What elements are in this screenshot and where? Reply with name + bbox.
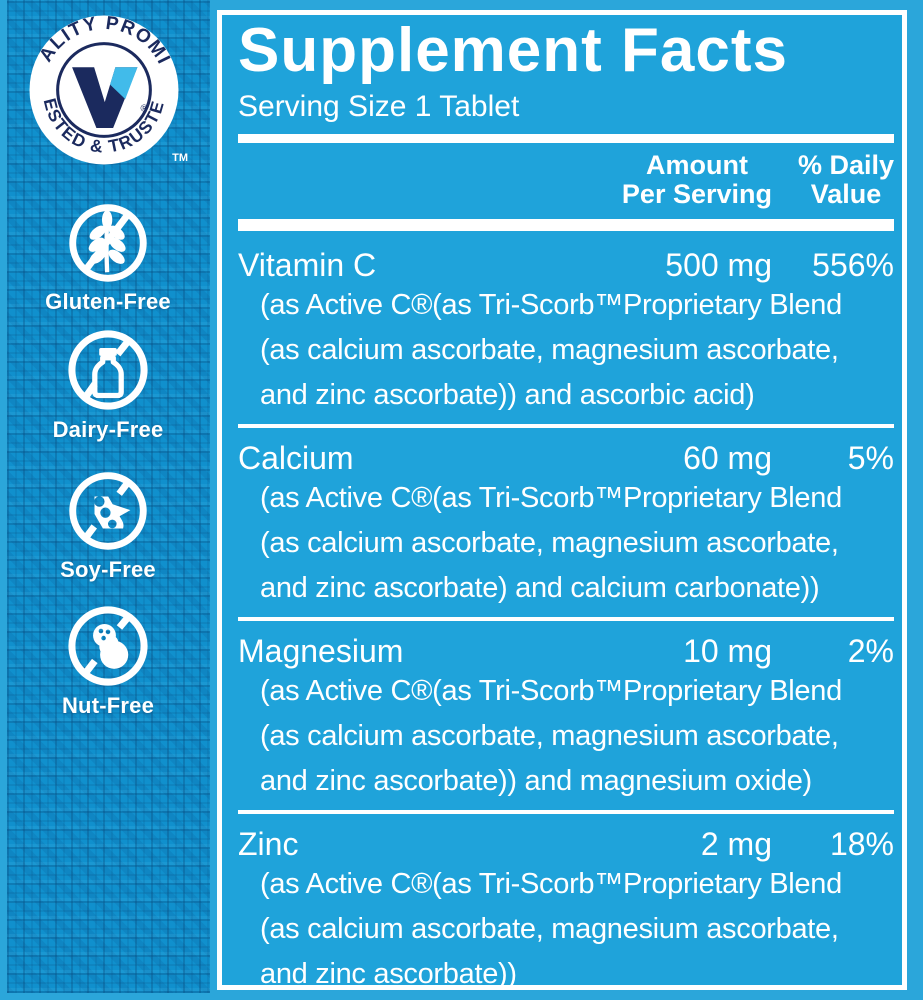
quality-promise-seal-icon: QUALITY PROMISE TESTED & TRUSTED ® (28, 14, 179, 165)
section-divider (238, 617, 894, 621)
nutrient-detail: and zinc ascorbate)) and magnesium oxide… (260, 765, 812, 797)
quality-promise-badge: QUALITY PROMISE TESTED & TRUSTED ® TM (28, 14, 188, 166)
nutrient-daily-value: 5% (847, 440, 894, 476)
soy-free-icon (69, 472, 147, 550)
supplement-facts-panel: Supplement Facts Serving Size 1 Tablet A… (217, 10, 907, 990)
nutrient-detail: (as Active C®(as Tri-Scorb™Proprietary B… (260, 482, 842, 514)
sidebar-item-gluten-free: Gluten-Free (0, 200, 216, 315)
divider-bar (238, 134, 894, 143)
nutrient-detail: (as Active C®(as Tri-Scorb™Proprietary B… (260, 289, 842, 321)
nutrient-daily-value: 556% (812, 247, 894, 283)
nutrient-detail: (as calcium ascorbate, magnesium ascorba… (260, 913, 839, 945)
nutrient-amount: 2 mg (700, 826, 772, 862)
nutrient-row-zinc: Zinc 2 mg 18% (as Active C®(as Tri-Scorb… (238, 826, 894, 997)
dairy-free-icon (68, 330, 148, 410)
nutrient-detail: and zinc ascorbate)) (260, 958, 517, 990)
fabric-texture-background (7, 0, 210, 993)
nutrient-detail: (as Active C®(as Tri-Scorb™Proprietary B… (260, 868, 842, 900)
nutrient-detail: (as calcium ascorbate, magnesium ascorba… (260, 720, 839, 752)
gluten-free-icon (69, 204, 147, 282)
nutrient-detail: (as calcium ascorbate, magnesium ascorba… (260, 527, 839, 559)
sidebar-item-soy-free: Soy-Free (0, 468, 216, 583)
panel-title: Supplement Facts (238, 16, 788, 85)
nutrient-daily-value: 2% (847, 633, 894, 669)
badge-trademark: TM (172, 152, 188, 164)
nutrient-detail: (as calcium ascorbate, magnesium ascorba… (260, 334, 839, 366)
nutrient-name: Vitamin C (238, 247, 377, 283)
nutrient-amount: 60 mg (683, 440, 772, 476)
nutrient-amount: 10 mg (683, 633, 772, 669)
nutrient-row-calcium: Calcium 60 mg 5% (as Active C®(as Tri-Sc… (238, 440, 894, 621)
svg-text:®: ® (140, 103, 148, 114)
nutrient-detail: (as Active C®(as Tri-Scorb™Proprietary B… (260, 675, 842, 707)
amount-per-serving-header: Amount Per Serving (621, 150, 772, 209)
sidebar-item-label: Gluten-Free (45, 289, 171, 314)
nutrient-detail: and zinc ascorbate) and calcium carbonat… (260, 572, 820, 604)
nutrient-row-vitamin-c: Vitamin C 500 mg 556% (as Active C®(as T… (238, 247, 894, 428)
serving-size: Serving Size 1 Tablet (238, 90, 520, 123)
section-divider (238, 810, 894, 814)
nutrient-name: Calcium (238, 440, 354, 476)
sidebar-item-dairy-free: Dairy-Free (0, 326, 216, 443)
v-logo-icon: ® (72, 67, 148, 128)
nutrient-amount: 500 mg (665, 247, 772, 283)
nut-free-icon (68, 606, 148, 686)
nutrient-row-magnesium: Magnesium 10 mg 2% (as Active C®(as Tri-… (238, 633, 894, 814)
percent-daily-value-header: % Daily Value (797, 150, 894, 209)
nutrient-daily-value: 18% (829, 826, 894, 862)
column-headers: Amount Per Serving % Daily Value (238, 151, 894, 211)
nutrient-detail: and zinc ascorbate)) and ascorbic acid) (260, 379, 755, 411)
sidebar-item-label: Soy-Free (60, 557, 156, 582)
section-divider (238, 424, 894, 428)
divider-bar-thick (238, 219, 894, 231)
sidebar-item-label: Dairy-Free (52, 417, 164, 442)
sidebar-item-label: Nut-Free (61, 693, 155, 718)
nutrient-name: Magnesium (238, 633, 404, 669)
sidebar-item-nut-free: Nut-Free (0, 602, 216, 719)
nutrient-name: Zinc (238, 826, 299, 862)
